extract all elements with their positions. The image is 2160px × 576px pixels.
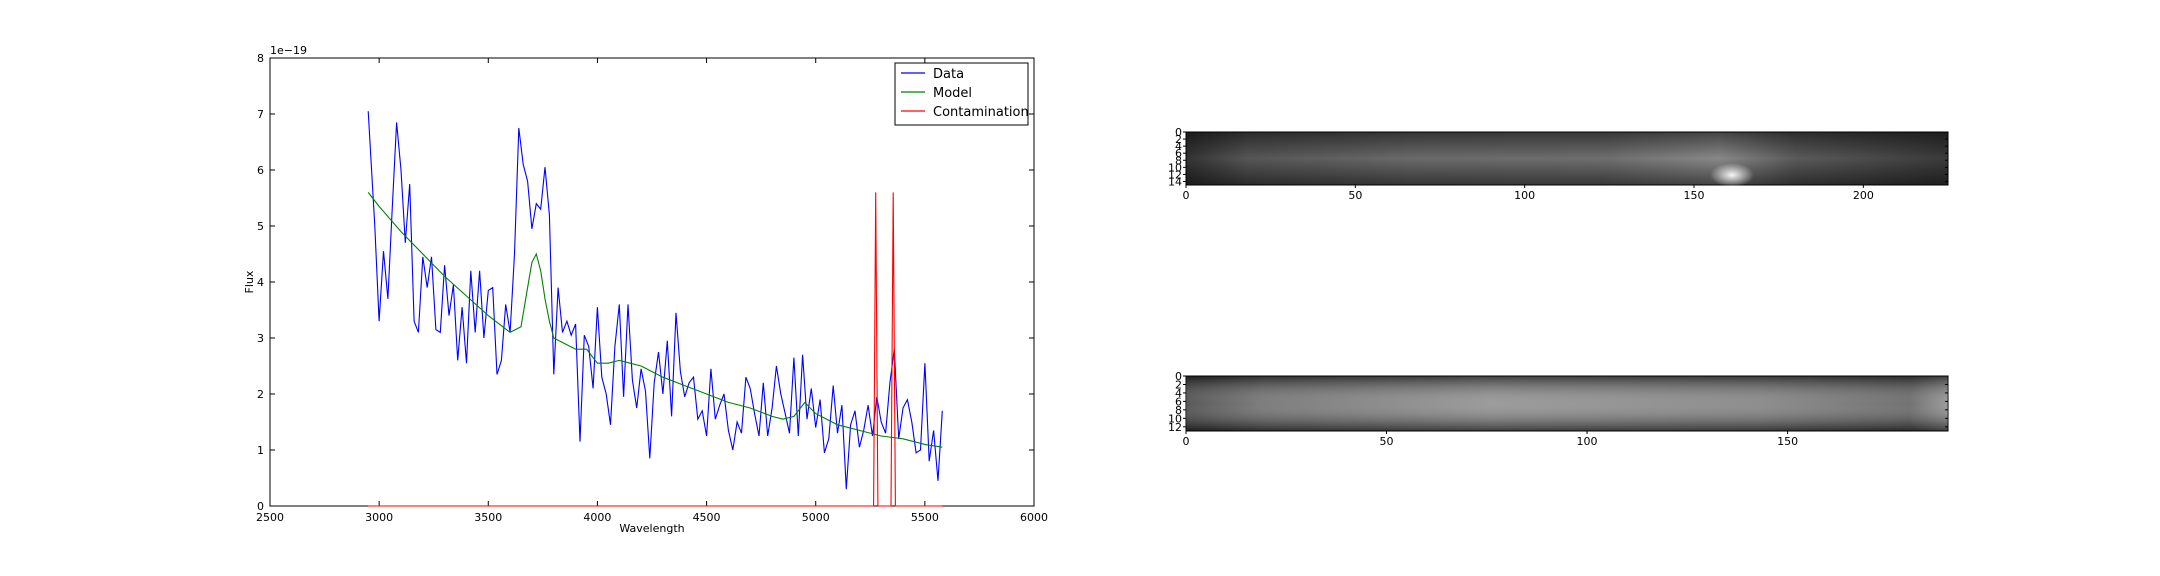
y-tick-label: 8 <box>1175 154 1182 167</box>
y-tick-label: 2 <box>1175 378 1182 391</box>
x-tick-label: 6000 <box>1020 511 1048 524</box>
y-tick-label: 10 <box>1168 161 1182 174</box>
y-tick-label: 14 <box>1168 175 1182 188</box>
y-tick-label: 2 <box>257 388 264 401</box>
offset-text: 1e−19 <box>270 44 307 57</box>
series-line-contamination <box>368 192 943 507</box>
series-line-data <box>367 111 943 490</box>
x-tick-label: 3000 <box>365 511 393 524</box>
y-tick-label: 0 <box>257 500 264 513</box>
y-tick-label: 5 <box>257 220 264 233</box>
y-axis-label: Flux <box>243 270 256 293</box>
spectrum-chart: 2500 3000 3500 4000 4500 5000 5500 6000 0 1 2 3 4 5 6… <box>243 44 1048 535</box>
legend-label-contamination: Contamination <box>933 105 1029 120</box>
y-tick-label: 6 <box>1175 147 1182 160</box>
x-tick-label: 0 <box>1183 189 1190 200</box>
x-tick-label: 100 <box>1514 189 1535 200</box>
x-tick-label: 5000 <box>802 511 830 524</box>
x-tick-label: 150 <box>1777 435 1798 445</box>
y-tick-label: 8 <box>1175 404 1182 417</box>
x-tick-label: 4000 <box>583 511 611 524</box>
y-tick-label: 4 <box>257 276 264 289</box>
x-tick-label: 150 <box>1684 189 1705 200</box>
x-axis-ticks: 2500 3000 3500 4000 4500 5000 5500 6000 <box>256 58 1048 524</box>
y-axis-ticks: 0 1 2 3 4 5 6 7 8 <box>257 52 1034 513</box>
x-tick-label: 2500 <box>256 511 284 524</box>
y-tick-label: 8 <box>257 52 264 65</box>
y-tick-label: 1 <box>257 444 264 457</box>
legend-label-data: Data <box>933 67 964 82</box>
y-tick-label: 6 <box>257 164 264 177</box>
y-tick-label: 12 <box>1168 421 1182 434</box>
y-tick-label: 6 <box>1175 395 1182 408</box>
strip1-x-ticks: 0 50 100 150 200 <box>1183 185 1874 200</box>
y-tick-label: 7 <box>257 108 264 121</box>
y-tick-label: 10 <box>1168 412 1182 425</box>
y-tick-label: 2 <box>1175 133 1182 146</box>
legend-label-model: Model <box>933 86 972 101</box>
x-tick-label: 100 <box>1577 435 1598 445</box>
series-line-model <box>367 192 943 448</box>
x-tick-label: 3500 <box>474 511 502 524</box>
x-tick-label: 200 <box>1853 189 1874 200</box>
x-axis-label: Wavelength <box>619 522 684 535</box>
y-tick-label: 0 <box>1175 370 1182 383</box>
y-tick-label: 4 <box>1175 140 1182 153</box>
x-tick-label: 50 <box>1380 435 1394 445</box>
bright-source <box>1710 163 1754 187</box>
image-shade <box>1186 132 1948 185</box>
x-tick-label: 5500 <box>911 511 939 524</box>
y-tick-label: 0 <box>1175 126 1182 139</box>
series-layer <box>367 111 943 507</box>
legend: Data Model Contamination <box>894 62 1029 126</box>
y-tick-label: 4 <box>1175 387 1182 400</box>
x-tick-label: 0 <box>1183 435 1190 445</box>
y-tick-label: 12 <box>1168 168 1182 181</box>
x-tick-label: 4500 <box>693 511 721 524</box>
y-tick-label: 3 <box>257 332 264 345</box>
image-shade <box>1186 376 1948 431</box>
strip2-x-ticks: 0 50 100 150 <box>1183 431 1798 445</box>
x-tick-label: 50 <box>1348 189 1362 200</box>
